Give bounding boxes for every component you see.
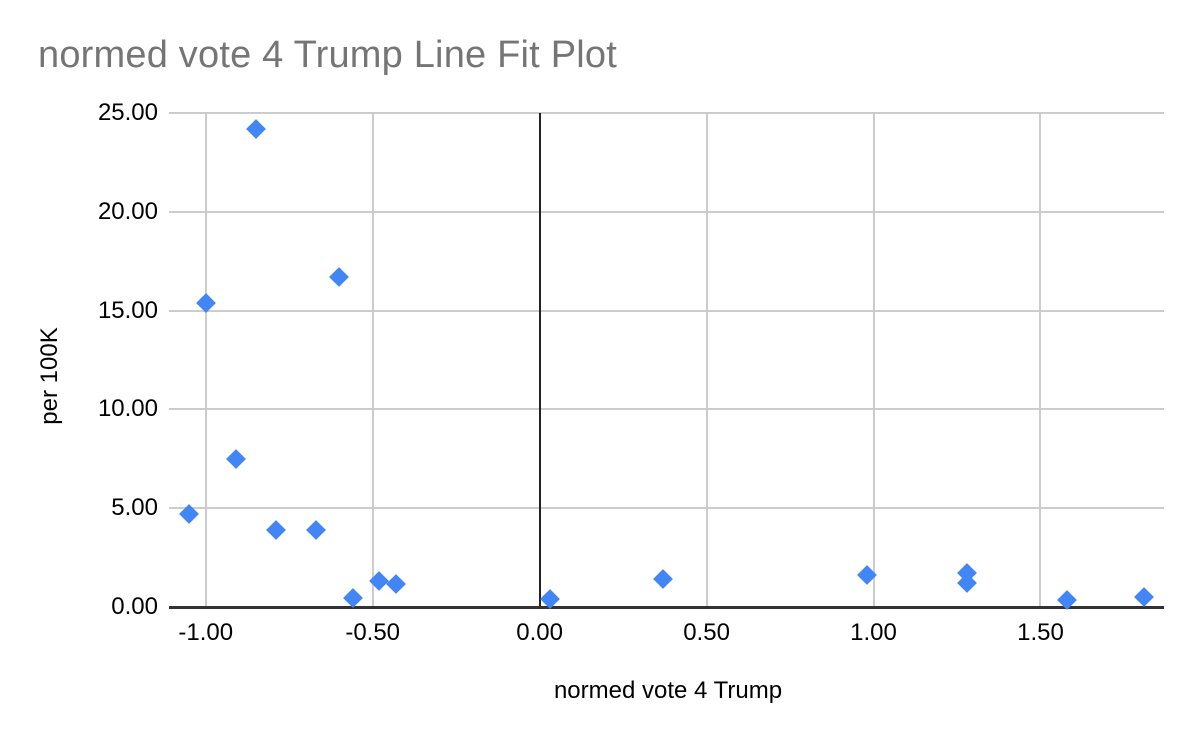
data-point-marker[interactable] [386, 574, 406, 595]
data-point-marker[interactable] [306, 520, 326, 540]
y-tick-label: 10.00 [97, 395, 158, 423]
gridline-vertical [371, 113, 374, 607]
gridline-vertical [1039, 113, 1042, 607]
gridline-horizontal [169, 507, 1164, 510]
chart-title: normed vote 4 Trump Line Fit Plot [38, 34, 617, 76]
x-tick-label: 1.00 [850, 619, 897, 646]
data-point-marker[interactable] [329, 267, 350, 287]
gridline-horizontal [169, 408, 1164, 411]
x-axis-line [169, 606, 1164, 609]
y-tick-label: 15.00 [97, 296, 158, 324]
y-tick-label: 25.00 [97, 99, 158, 126]
gridline-vertical [705, 113, 708, 607]
data-point-marker[interactable] [225, 448, 246, 469]
gridline-horizontal [169, 309, 1164, 312]
gridline-vertical [872, 113, 875, 607]
data-point-marker[interactable] [1134, 587, 1154, 608]
x-tick-label: 0.50 [683, 619, 730, 646]
data-point-marker[interactable] [653, 569, 674, 590]
y-tick-label: 0.00 [111, 593, 158, 620]
zero-baseline-vertical [538, 113, 541, 607]
gridline-horizontal [169, 112, 1164, 114]
data-point-marker[interactable] [245, 118, 266, 139]
x-tick-label: 1.50 [1017, 619, 1064, 646]
data-point-marker[interactable] [265, 520, 286, 540]
x-tick-label: 0.00 [516, 619, 563, 646]
gridline-vertical [204, 113, 207, 607]
x-axis-title: normed vote 4 Trump [553, 677, 783, 704]
x-tick-label: -0.50 [345, 619, 401, 646]
y-tick-label: 20.00 [97, 197, 158, 225]
x-tick-label: -1.00 [178, 619, 234, 646]
y-tick-label: 5.00 [111, 494, 158, 522]
gridline-horizontal [169, 210, 1164, 213]
